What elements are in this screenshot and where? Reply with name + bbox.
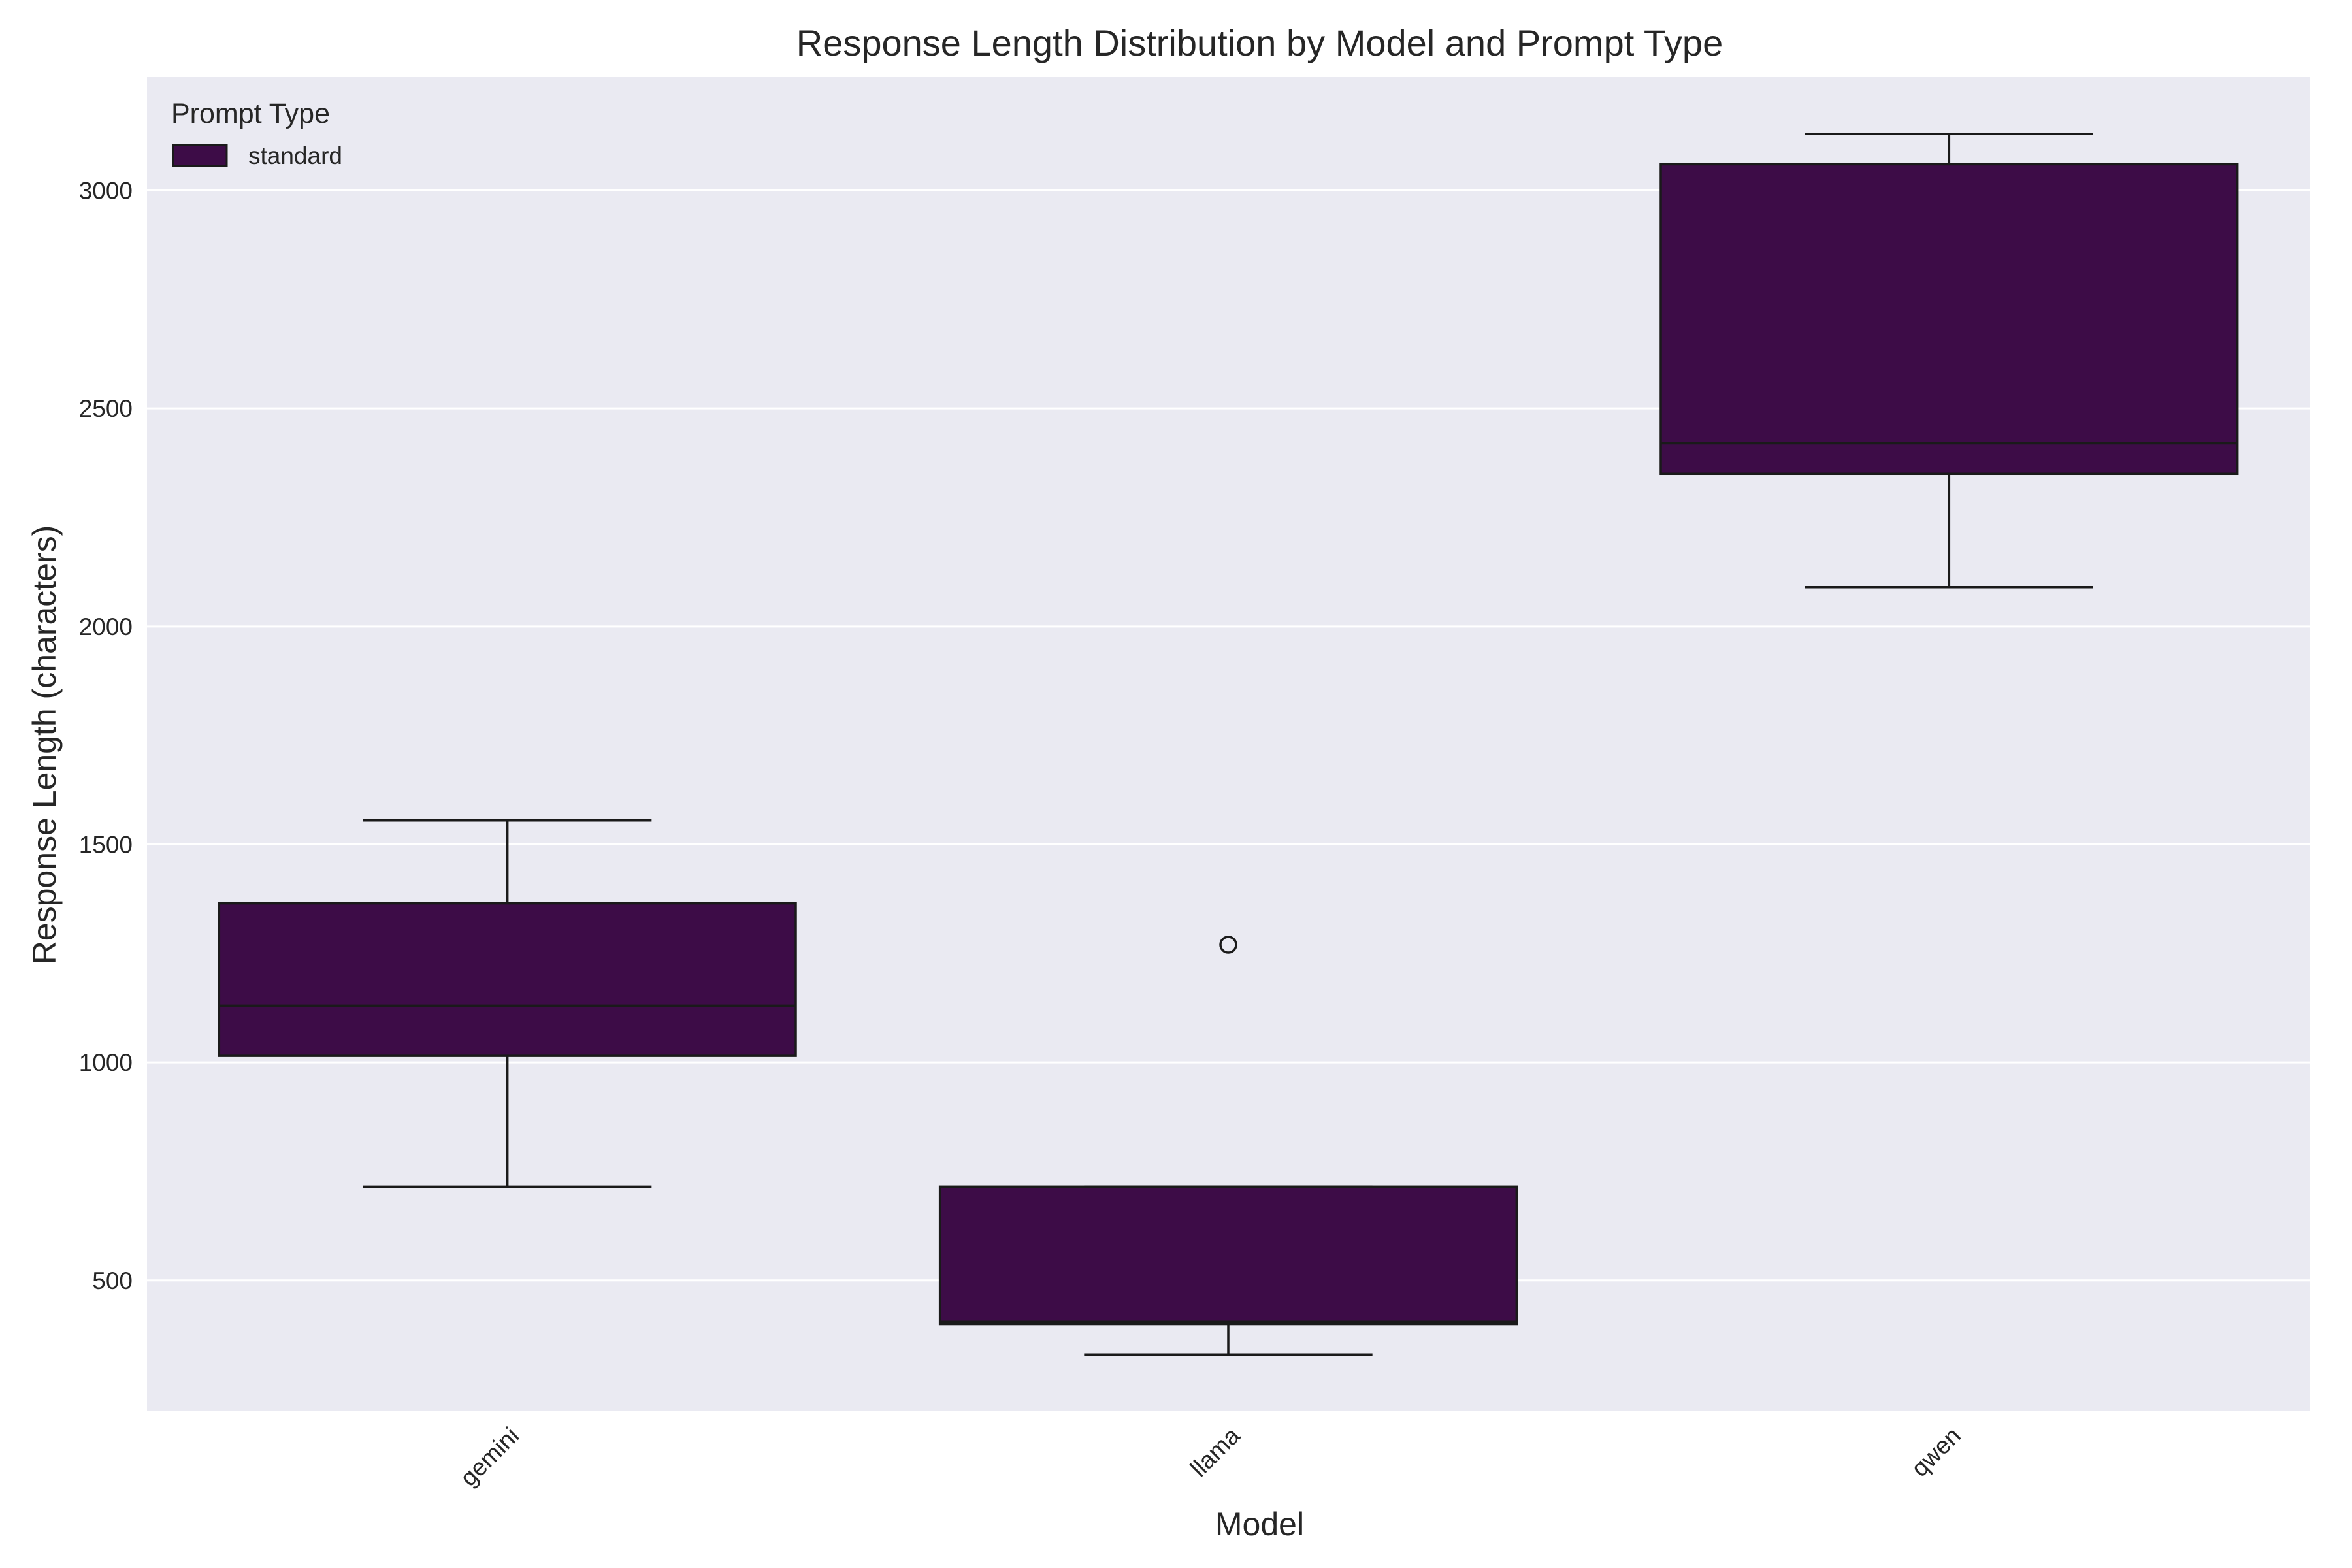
x-tick-label-llama: llama	[1185, 1422, 1245, 1482]
x-axis-label: Model	[1215, 1506, 1304, 1543]
y-tick-label-2500: 2500	[79, 395, 133, 422]
x-tick-label-gemini: gemini	[455, 1422, 524, 1492]
y-tick-label-3000: 3000	[79, 178, 133, 204]
outlier-point-llama-0	[1219, 936, 1237, 954]
y-tick-label-1000: 1000	[79, 1049, 133, 1076]
y-tick-label-2000: 2000	[79, 613, 133, 640]
box-group-gemini	[218, 819, 797, 1188]
legend: Prompt Type standard	[171, 98, 342, 169]
y-tick-label-1500: 1500	[79, 831, 133, 858]
box-group-llama	[938, 936, 1518, 1356]
boxes	[218, 133, 2239, 1356]
legend-swatch-standard	[172, 144, 228, 167]
box-group-qwen	[1659, 133, 2239, 589]
box-body-gemini	[218, 902, 797, 1057]
y-tick-label-500: 500	[92, 1267, 133, 1294]
y-axis-label: Response Length (characters)	[26, 525, 63, 965]
legend-title: Prompt Type	[171, 98, 330, 129]
legend-entry-standard: standard	[248, 142, 342, 169]
x-tick-label-qwen: qwen	[1906, 1422, 1966, 1482]
box-body-qwen	[1659, 163, 2239, 476]
chart-title: Response Length Distribution by Model an…	[796, 22, 1723, 63]
box-body-llama	[938, 1185, 1518, 1326]
